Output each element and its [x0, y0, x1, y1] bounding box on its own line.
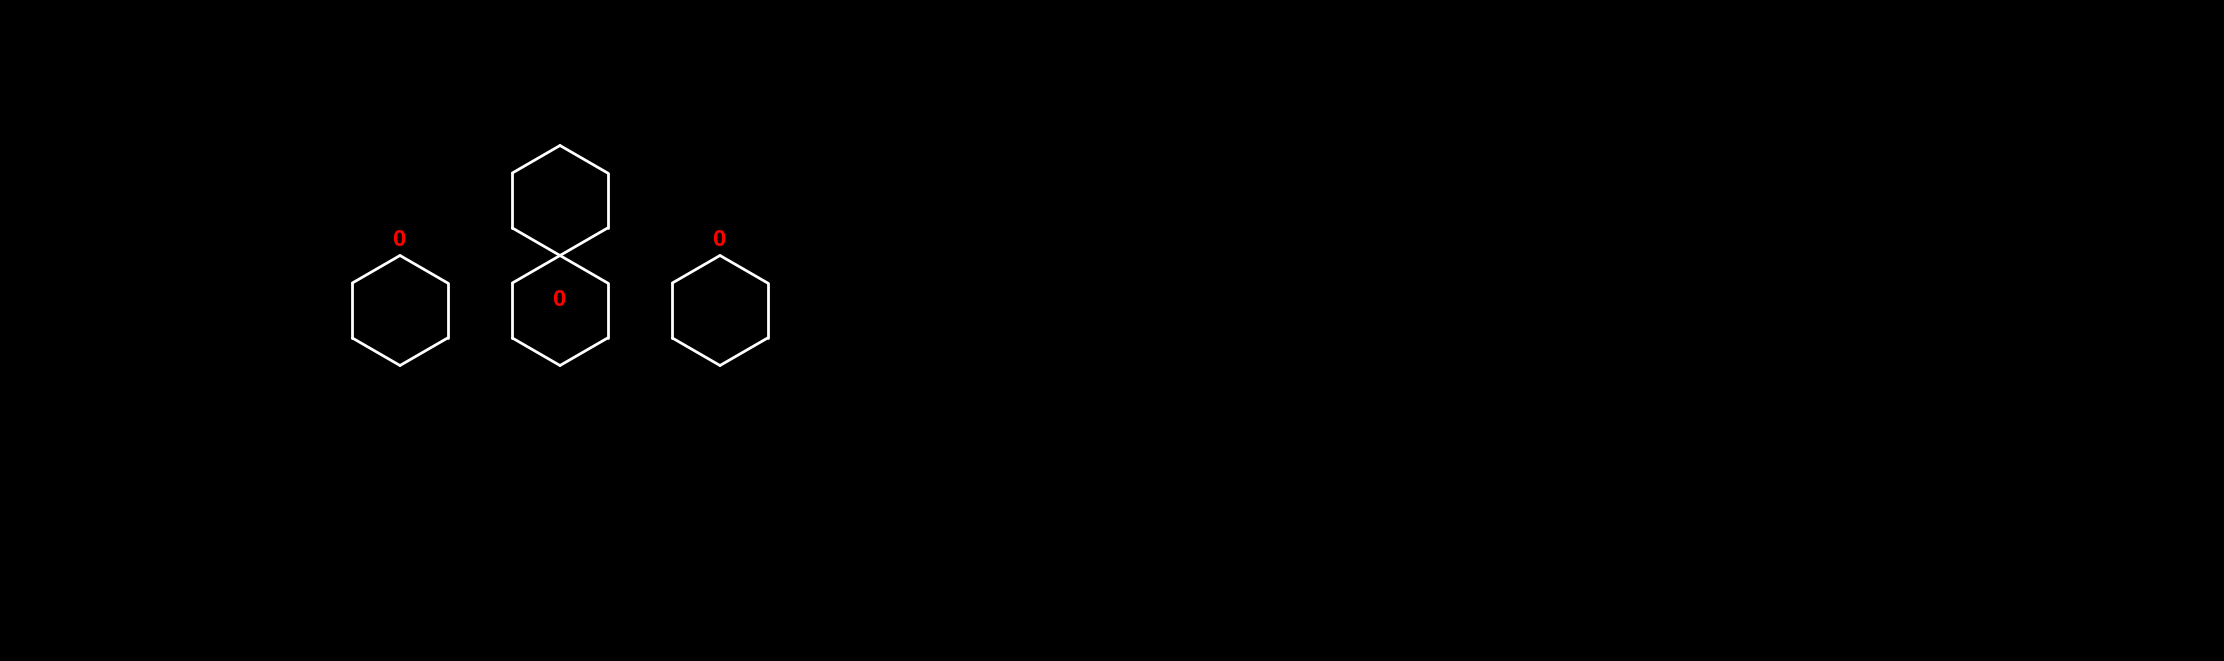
Text: O: O [554, 290, 567, 311]
Text: O: O [394, 231, 407, 251]
Text: O: O [714, 231, 727, 251]
